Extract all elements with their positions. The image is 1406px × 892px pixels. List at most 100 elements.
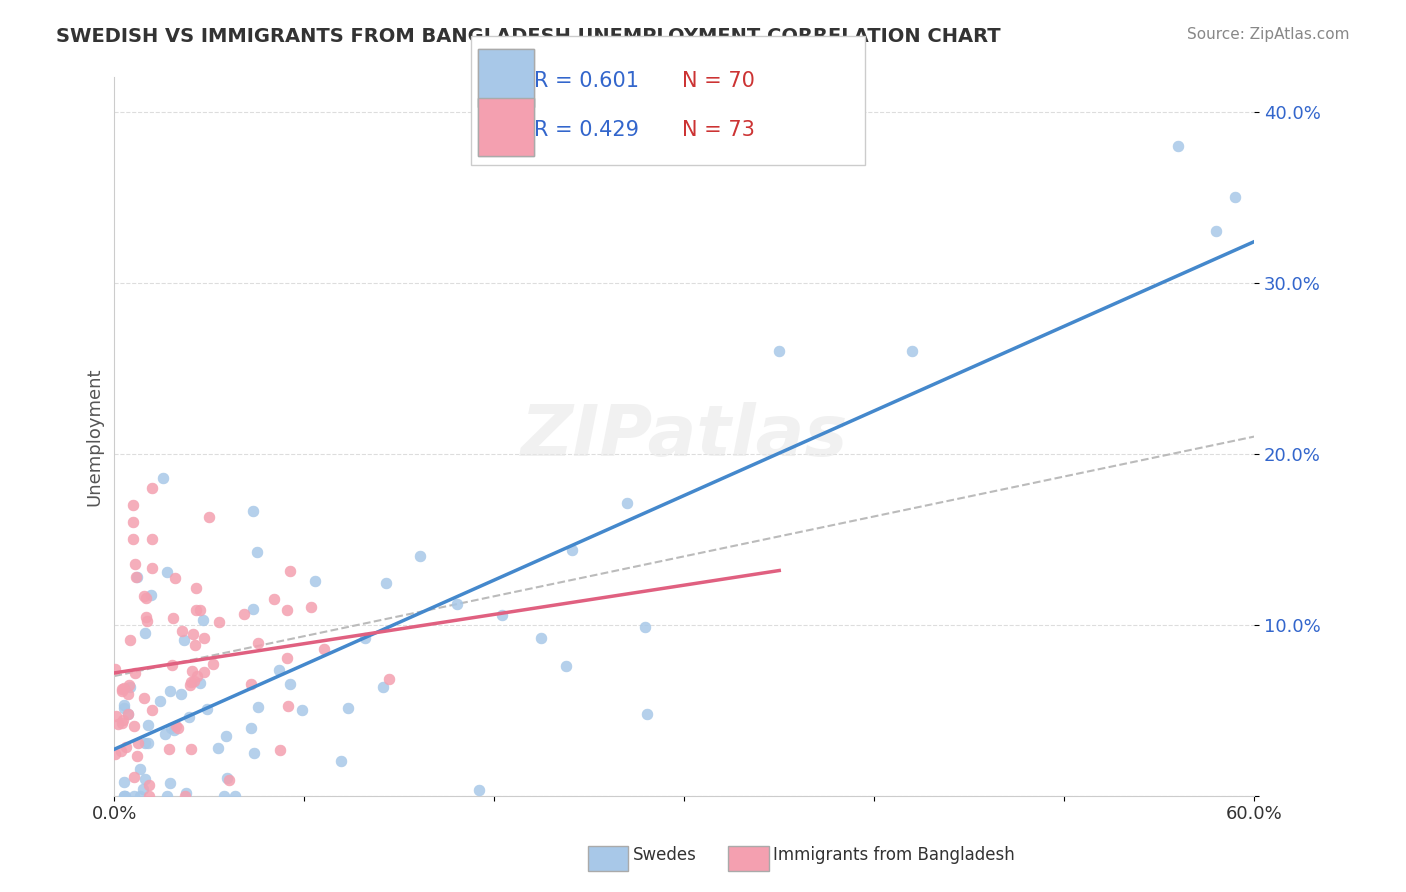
- Point: [134, 736, 156, 750]
- Point: [132, 782, 155, 797]
- Point: [184, 603, 207, 617]
- Point: [107, 716, 129, 731]
- Point: [530, 631, 553, 645]
- Text: Swedes: Swedes: [633, 846, 696, 863]
- Point: [124, 569, 146, 583]
- Point: [134, 625, 156, 640]
- Point: [129, 762, 152, 776]
- Point: [159, 684, 181, 698]
- Point: [104, 709, 127, 723]
- Point: [136, 735, 159, 749]
- Point: [195, 702, 218, 716]
- Point: [122, 515, 145, 529]
- Point: [135, 591, 157, 605]
- Point: [112, 775, 135, 789]
- Point: [104, 747, 127, 762]
- Point: [636, 706, 658, 721]
- Point: [276, 603, 298, 617]
- Point: [354, 632, 377, 646]
- Point: [122, 533, 145, 547]
- Point: [122, 718, 145, 732]
- Y-axis label: Unemployment: Unemployment: [86, 368, 103, 506]
- Point: [180, 741, 202, 756]
- Point: [127, 570, 149, 584]
- Text: R = 0.601: R = 0.601: [534, 71, 640, 91]
- Point: [242, 602, 264, 616]
- Point: [232, 607, 254, 621]
- Point: [173, 633, 195, 648]
- Point: [112, 681, 135, 696]
- Point: [561, 542, 583, 557]
- Point: [446, 598, 468, 612]
- Point: [207, 741, 229, 756]
- Point: [124, 558, 146, 572]
- Point: [218, 773, 240, 788]
- Point: [239, 721, 262, 735]
- Point: [165, 719, 187, 733]
- Point: [245, 545, 267, 559]
- Point: [193, 631, 215, 645]
- Point: [114, 789, 136, 803]
- Point: [1205, 224, 1227, 238]
- Point: [134, 772, 156, 786]
- Point: [157, 742, 180, 756]
- Point: [141, 703, 163, 717]
- Point: [112, 789, 135, 803]
- Point: [768, 344, 790, 359]
- Point: [183, 638, 205, 652]
- Point: [127, 736, 149, 750]
- Point: [162, 611, 184, 625]
- Point: [278, 677, 301, 691]
- Point: [141, 481, 163, 495]
- Point: [132, 690, 155, 705]
- Point: [163, 571, 186, 585]
- Point: [1223, 190, 1246, 204]
- Point: [141, 533, 163, 547]
- Point: [190, 603, 212, 617]
- Point: [247, 699, 270, 714]
- Point: [191, 613, 214, 627]
- Point: [117, 687, 139, 701]
- Point: [174, 789, 197, 803]
- Point: [901, 344, 924, 359]
- Point: [179, 709, 201, 723]
- Point: [330, 755, 353, 769]
- Point: [163, 723, 186, 737]
- Point: [174, 786, 197, 800]
- Point: [111, 715, 134, 730]
- Point: [277, 699, 299, 714]
- Point: [304, 574, 326, 588]
- Point: [299, 599, 322, 614]
- Point: [468, 782, 491, 797]
- Point: [118, 680, 141, 694]
- Point: [215, 730, 238, 744]
- Point: [117, 706, 139, 721]
- Text: Source: ZipAtlas.com: Source: ZipAtlas.com: [1187, 27, 1350, 42]
- Point: [125, 748, 148, 763]
- Point: [111, 683, 134, 698]
- Point: [269, 663, 291, 677]
- Point: [212, 789, 235, 803]
- Point: [152, 471, 174, 485]
- Point: [135, 609, 157, 624]
- Text: N = 70: N = 70: [682, 71, 755, 91]
- Point: [122, 789, 145, 803]
- Point: [634, 620, 657, 634]
- Point: [180, 675, 202, 690]
- Point: [122, 498, 145, 512]
- Point: [186, 581, 208, 595]
- Point: [122, 771, 145, 785]
- Point: [117, 707, 139, 722]
- Point: [269, 742, 291, 756]
- Point: [112, 789, 135, 803]
- Point: [247, 636, 270, 650]
- Point: [263, 591, 285, 606]
- Point: [337, 700, 360, 714]
- Point: [110, 682, 132, 697]
- Point: [278, 564, 301, 578]
- Point: [181, 665, 204, 679]
- Point: [217, 771, 239, 785]
- Point: [129, 789, 152, 803]
- Point: [112, 698, 135, 712]
- Text: SWEDISH VS IMMIGRANTS FROM BANGLADESH UNEMPLOYMENT CORRELATION CHART: SWEDISH VS IMMIGRANTS FROM BANGLADESH UN…: [56, 27, 1001, 45]
